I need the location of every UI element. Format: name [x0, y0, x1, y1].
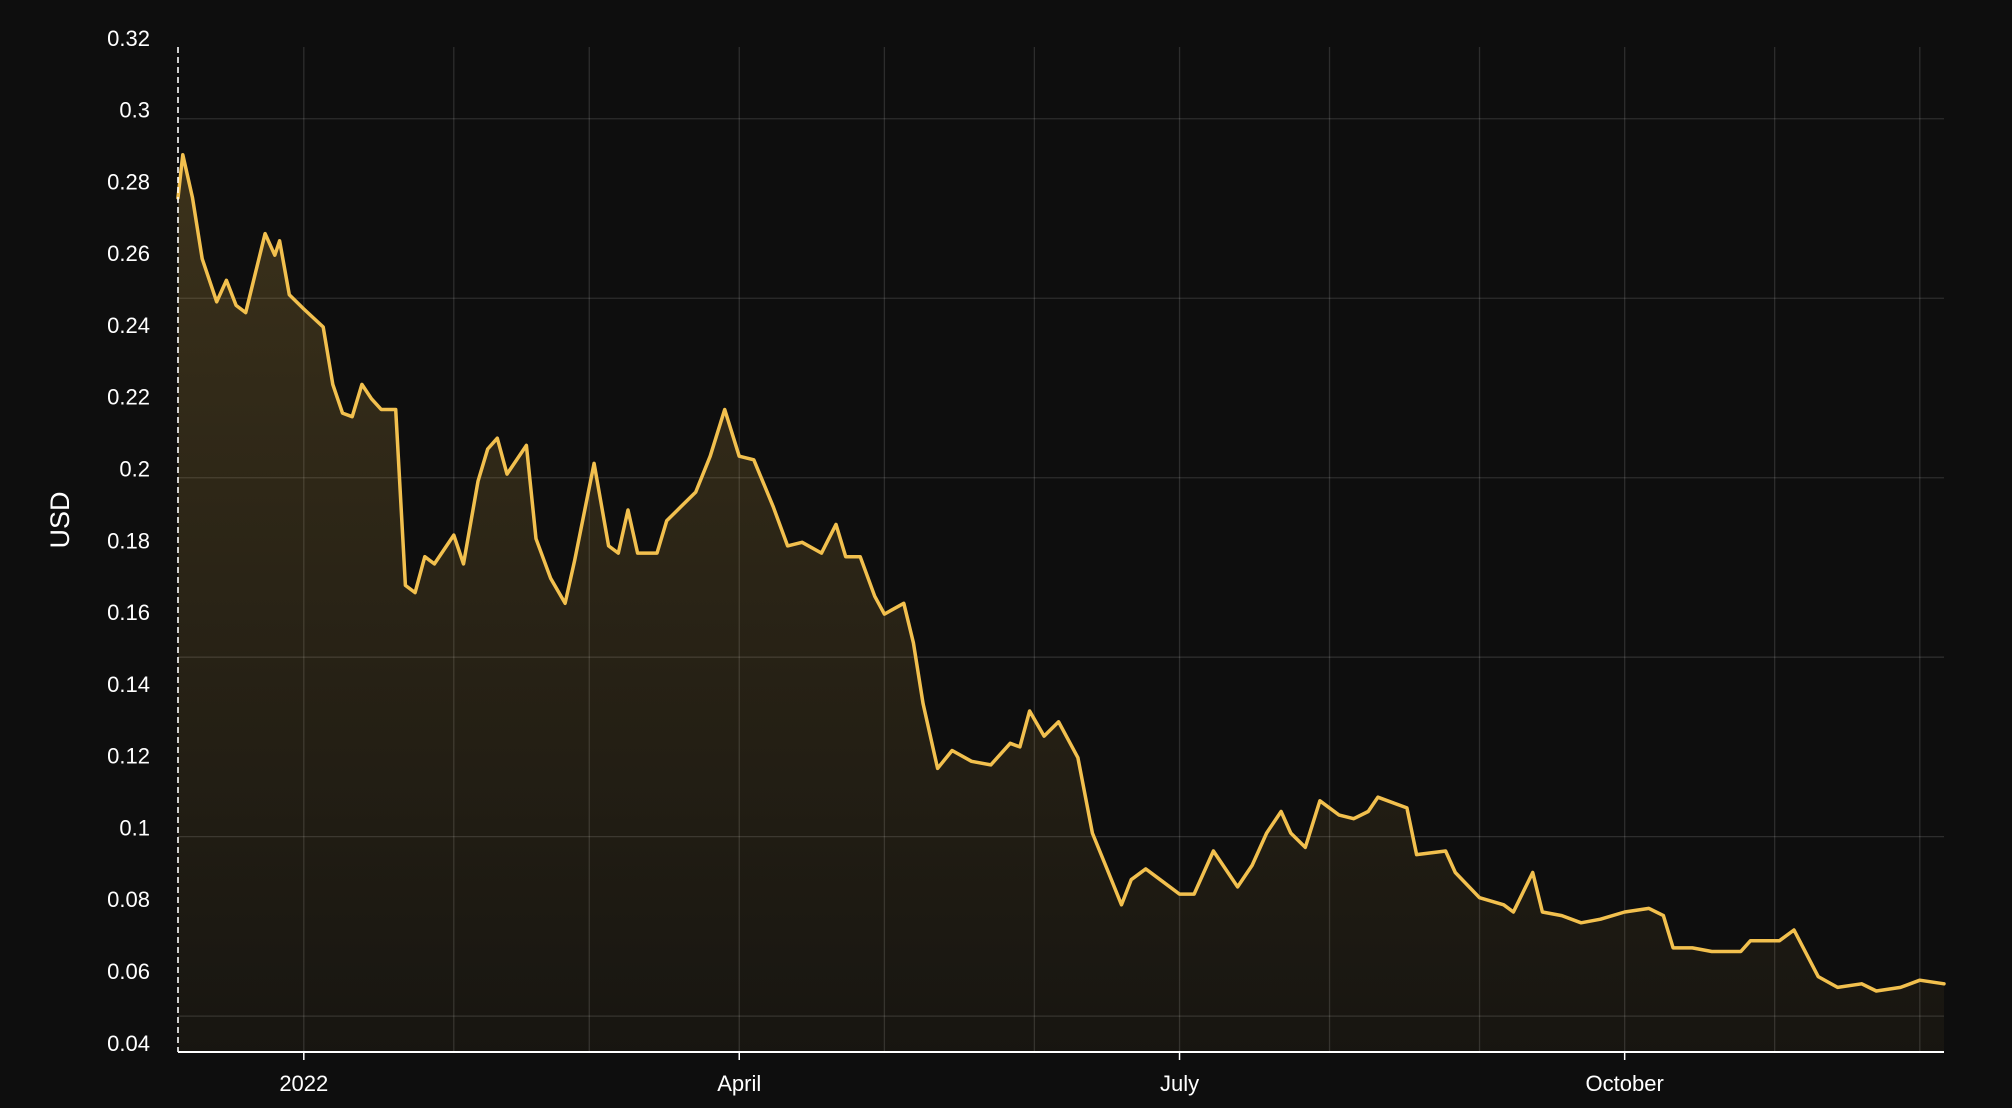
y-tick-label: 0.14: [107, 672, 150, 697]
line: [176, 152, 1946, 993]
y-tick-label: 0.28: [107, 169, 150, 194]
x-tick-label: October: [1586, 1071, 1664, 1096]
x-tick-label: 2022: [279, 1071, 328, 1096]
y-tick-label: 0.22: [107, 385, 150, 410]
y-tick-label: 0.06: [107, 959, 150, 984]
y-axis-title: USD: [45, 491, 75, 548]
y-tick-label: 0.1: [119, 815, 150, 840]
y-tick-label: 0.26: [107, 241, 150, 266]
x-tick-label: April: [717, 1071, 761, 1096]
y-tick-label: 0.12: [107, 744, 150, 769]
y-tick-label: 0.16: [107, 600, 150, 625]
y-tick-label: 0.24: [107, 313, 150, 338]
y-tick-label: 0.18: [107, 528, 150, 553]
area: [178, 154, 1944, 1052]
y-tick-label: 0.3: [119, 98, 150, 123]
y-tick-label: 0.32: [107, 26, 150, 51]
y-tick-label: 0.2: [119, 457, 150, 482]
y-tick-label: 0.08: [107, 887, 150, 912]
x-tick-label: July: [1160, 1071, 1199, 1096]
y-tick-label: 0.04: [107, 1031, 150, 1056]
